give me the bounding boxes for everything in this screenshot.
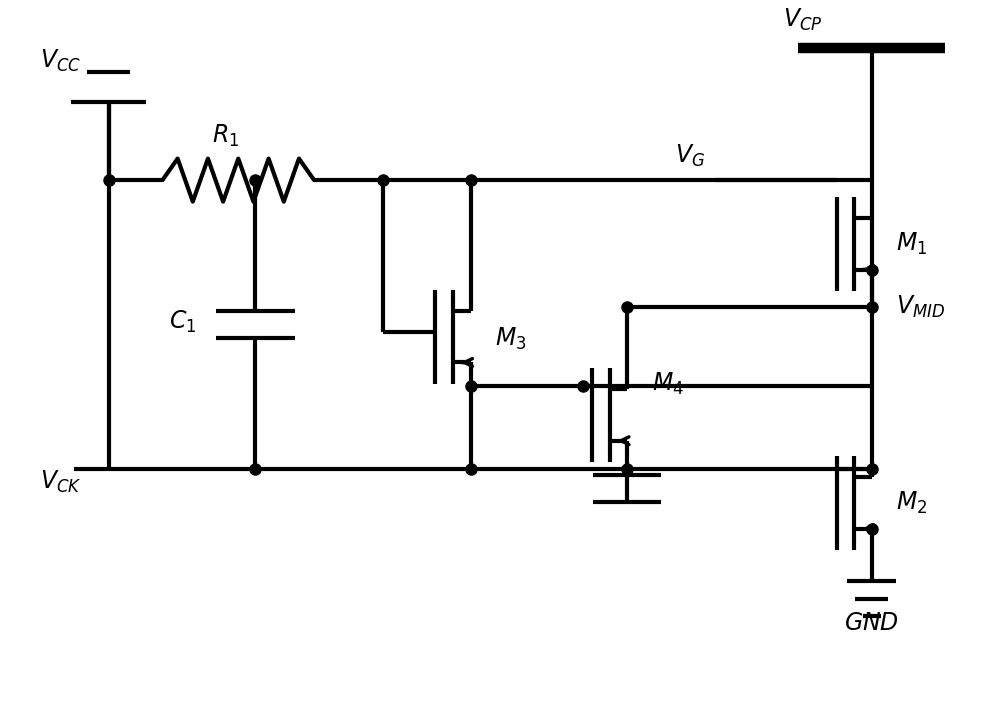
Text: $R_1$: $R_1$ <box>212 123 240 149</box>
Text: $V_{MID}$: $V_{MID}$ <box>896 294 945 320</box>
Text: $M_2$: $M_2$ <box>896 490 928 516</box>
Text: $M_1$: $M_1$ <box>896 231 928 257</box>
Text: $V_G$: $V_G$ <box>675 143 705 169</box>
Text: $M_4$: $M_4$ <box>652 371 684 397</box>
Text: $V_{CP}$: $V_{CP}$ <box>783 7 823 33</box>
Text: $V_{CC}$: $V_{CC}$ <box>40 48 81 74</box>
Text: $C_1$: $C_1$ <box>169 309 197 335</box>
Text: $V_{CK}$: $V_{CK}$ <box>40 469 82 495</box>
Text: $M_3$: $M_3$ <box>495 325 527 352</box>
Text: $GND$: $GND$ <box>844 611 899 634</box>
